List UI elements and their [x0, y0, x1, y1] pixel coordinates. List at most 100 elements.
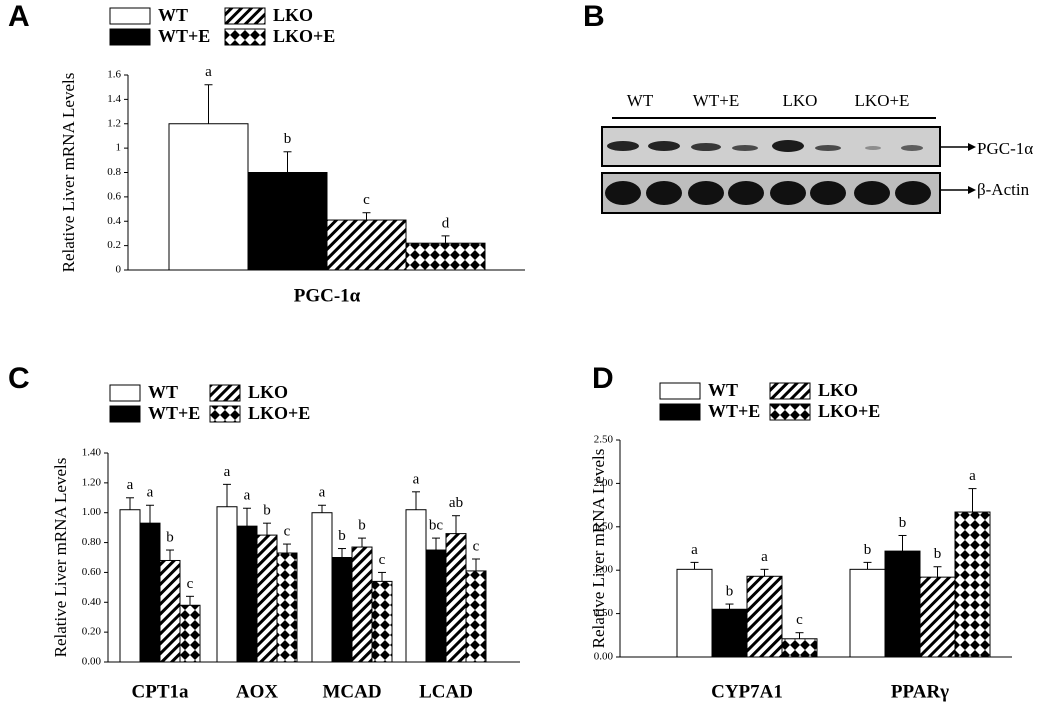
- significance-label: a: [147, 485, 154, 501]
- legend-label: LKO+E: [273, 26, 335, 46]
- y-tick-label: 1: [116, 142, 122, 154]
- arrow-head: [968, 186, 976, 194]
- legend-swatch: [109, 28, 151, 46]
- bar: [711, 608, 748, 658]
- legend-label: WT: [148, 382, 178, 402]
- lane-label: WT: [627, 91, 654, 110]
- y-tick-label: 2.50: [594, 434, 614, 446]
- bar: [445, 533, 467, 663]
- y-tick-label: 2.00: [594, 477, 614, 489]
- legend-swatch: [109, 7, 151, 25]
- significance-label: a: [127, 477, 134, 493]
- legend-label: LKO+E: [818, 401, 880, 421]
- x-tick-label: CYP7A1: [711, 681, 783, 702]
- bar: [119, 509, 141, 663]
- legend-label: WT: [708, 380, 738, 400]
- legend-label: WT+E: [148, 403, 200, 423]
- y-axis-title: Relative Liver mRNA Levels: [59, 73, 78, 273]
- y-tick-label: 0.4: [107, 215, 121, 227]
- significance-label: b: [358, 518, 366, 534]
- y-tick-label: 1.00: [82, 506, 102, 518]
- bar: [746, 575, 783, 658]
- significance-label: a: [413, 471, 420, 487]
- significance-label: b: [338, 528, 346, 544]
- legend-swatch: [659, 382, 701, 400]
- y-tick-label: 1.20: [82, 476, 102, 488]
- x-tick-label: AOX: [236, 681, 279, 702]
- significance-label: a: [205, 64, 212, 80]
- bar: [256, 534, 278, 663]
- legend-swatch: [109, 405, 141, 423]
- y-tick-label: 0.60: [82, 566, 102, 578]
- legend-label: LKO: [818, 380, 858, 400]
- legend-label: LKO+E: [248, 403, 310, 423]
- bar: [236, 525, 258, 663]
- bar: [849, 568, 886, 658]
- significance-label: a: [691, 542, 698, 558]
- band-label: PGC-1α: [977, 139, 1033, 158]
- significance-label: c: [473, 538, 480, 554]
- legend-swatch: [224, 7, 266, 25]
- legend-swatch: [109, 384, 141, 402]
- y-axis-title: Relative Liver mRNA Levels: [589, 449, 608, 649]
- y-tick-label: 1.4: [107, 93, 121, 105]
- bar: [954, 511, 991, 658]
- arrow-head: [968, 143, 976, 151]
- y-tick-label: 0.8: [107, 166, 121, 178]
- bar: [884, 550, 921, 658]
- lane-label: WT+E: [693, 91, 739, 110]
- significance-label: c: [796, 612, 803, 628]
- y-tick-label: 0.00: [594, 651, 614, 663]
- y-tick-label: 0.6: [107, 190, 121, 202]
- bar: [371, 580, 393, 663]
- lane-label: LKO+E: [855, 91, 910, 110]
- legend-label: WT+E: [708, 401, 760, 421]
- significance-label: b: [899, 515, 907, 531]
- lane-label: LKO: [783, 91, 818, 110]
- significance-label: a: [319, 485, 326, 501]
- significance-label: a: [761, 549, 768, 565]
- bar: [168, 123, 249, 271]
- bar: [781, 638, 818, 658]
- significance-label: a: [969, 468, 976, 484]
- bar: [216, 506, 238, 663]
- significance-label: b: [284, 131, 292, 147]
- significance-label: c: [363, 192, 370, 208]
- significance-label: b: [166, 529, 174, 545]
- bar: [919, 576, 956, 658]
- y-tick-label: 0: [116, 264, 122, 276]
- bar: [676, 568, 713, 658]
- legend-swatch: [209, 405, 241, 423]
- y-tick-label: 0.20: [82, 626, 102, 638]
- bar: [465, 570, 487, 663]
- significance-label: b: [263, 503, 271, 519]
- bar: [276, 552, 298, 663]
- significance-label: a: [244, 488, 251, 504]
- bar: [425, 549, 447, 663]
- x-tick-label: PPARγ: [891, 681, 949, 702]
- y-tick-label: 0.40: [82, 596, 102, 608]
- y-tick-label: 1.6: [107, 69, 121, 81]
- bar: [159, 559, 181, 663]
- legend-label: LKO: [248, 382, 288, 402]
- y-tick-label: 0.80: [82, 536, 102, 548]
- significance-label: bc: [429, 518, 444, 534]
- x-tick-label: PGC-1α: [294, 285, 361, 306]
- band-label: β-Actin: [977, 180, 1030, 199]
- significance-label: b: [864, 542, 872, 558]
- panel-label: C: [8, 362, 30, 395]
- bar: [405, 509, 427, 663]
- bar: [179, 604, 201, 663]
- x-tick-label: MCAD: [322, 681, 381, 702]
- bar: [405, 242, 486, 271]
- significance-label: c: [187, 576, 194, 592]
- bar: [311, 512, 333, 663]
- bar: [331, 557, 353, 663]
- legend-label: WT: [158, 5, 188, 25]
- legend-swatch: [769, 403, 811, 421]
- panel-label: B: [583, 0, 605, 33]
- y-tick-label: 0.2: [107, 239, 121, 251]
- y-tick-label: 1.50: [594, 520, 614, 532]
